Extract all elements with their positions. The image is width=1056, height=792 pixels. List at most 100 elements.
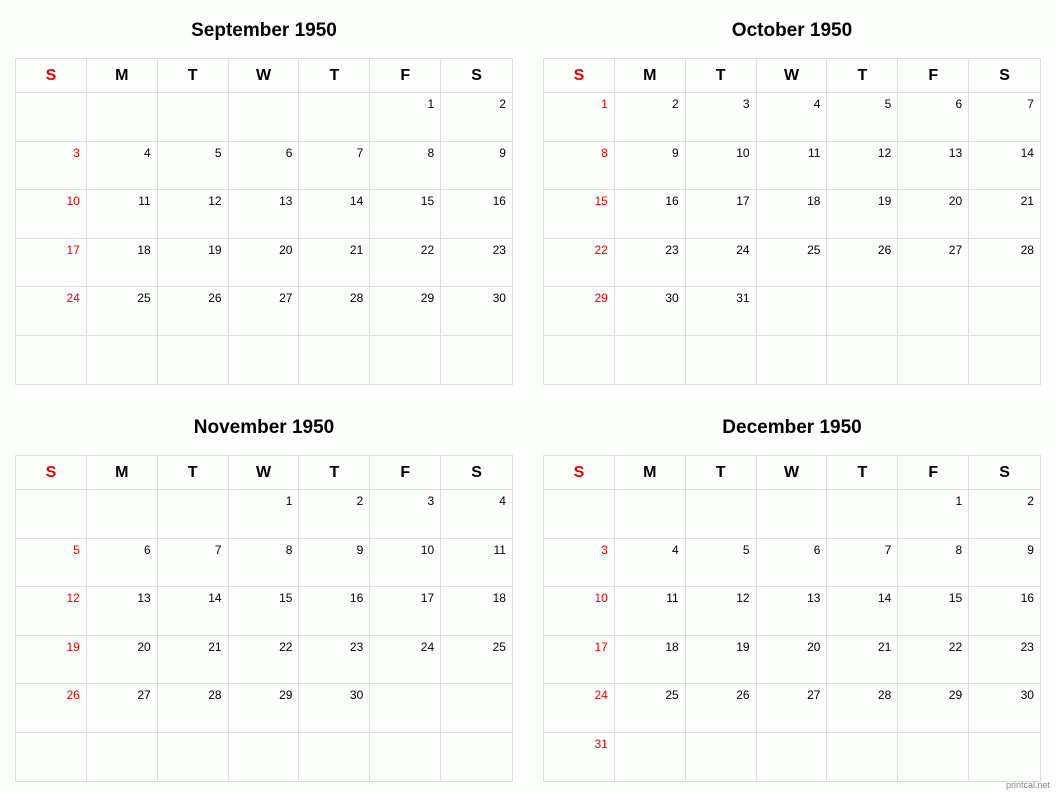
day-cell: 22 xyxy=(370,239,441,288)
month-title: November 1950 xyxy=(15,407,513,455)
header-friday: F xyxy=(370,456,441,490)
day-cell: 13 xyxy=(757,587,828,636)
month-table: S M T W T F S 1 2 3 4 5 6 7 8 xyxy=(15,455,513,782)
day-cell: 7 xyxy=(158,539,229,588)
week-row: 24 25 26 27 28 29 30 xyxy=(544,684,1040,733)
day-cell xyxy=(686,733,757,782)
day-cell xyxy=(370,733,441,782)
day-cell xyxy=(87,93,158,142)
month-table: S M T W T F S 1 2 3 4 5 6 7 8 9 10 1 xyxy=(543,58,1041,385)
month-september: September 1950 S M T W T F S 1 2 3 xyxy=(15,10,513,385)
week-row: 1 2 xyxy=(544,490,1040,539)
header-tuesday: T xyxy=(686,59,757,93)
day-cell xyxy=(87,490,158,539)
header-wednesday: W xyxy=(757,59,828,93)
day-cell: 28 xyxy=(158,684,229,733)
header-monday: M xyxy=(87,456,158,490)
day-cell: 15 xyxy=(370,190,441,239)
day-cell xyxy=(158,490,229,539)
day-cell xyxy=(16,733,87,782)
week-row: 19 20 21 22 23 24 25 xyxy=(16,636,512,685)
header-saturday: S xyxy=(969,59,1040,93)
day-cell: 20 xyxy=(229,239,300,288)
day-cell: 1 xyxy=(370,93,441,142)
day-cell: 8 xyxy=(229,539,300,588)
header-thursday: T xyxy=(299,59,370,93)
day-cell: 19 xyxy=(827,190,898,239)
day-cell: 26 xyxy=(16,684,87,733)
header-sunday: S xyxy=(544,456,615,490)
day-cell xyxy=(757,490,828,539)
day-cell xyxy=(686,336,757,385)
month-october: October 1950 S M T W T F S 1 2 3 4 5 6 7 xyxy=(543,10,1041,385)
day-cell: 20 xyxy=(898,190,969,239)
day-cell xyxy=(441,336,512,385)
day-cell: 23 xyxy=(969,636,1040,685)
day-cell: 21 xyxy=(827,636,898,685)
day-cell: 8 xyxy=(898,539,969,588)
day-cell: 25 xyxy=(441,636,512,685)
month-december: December 1950 S M T W T F S 1 2 3 xyxy=(543,407,1041,782)
day-cell: 1 xyxy=(229,490,300,539)
day-cell: 3 xyxy=(16,142,87,191)
day-cell: 10 xyxy=(16,190,87,239)
day-cell: 9 xyxy=(969,539,1040,588)
header-wednesday: W xyxy=(229,59,300,93)
day-cell: 18 xyxy=(757,190,828,239)
day-cell: 12 xyxy=(158,190,229,239)
day-cell: 18 xyxy=(87,239,158,288)
day-cell xyxy=(898,336,969,385)
day-cell xyxy=(229,336,300,385)
day-cell xyxy=(544,336,615,385)
day-cell xyxy=(16,336,87,385)
day-cell xyxy=(441,684,512,733)
day-cell: 17 xyxy=(686,190,757,239)
day-cell xyxy=(16,93,87,142)
day-cell: 3 xyxy=(686,93,757,142)
day-cell: 25 xyxy=(615,684,686,733)
day-cell: 3 xyxy=(544,539,615,588)
day-cell: 29 xyxy=(229,684,300,733)
day-cell: 14 xyxy=(299,190,370,239)
day-cell: 20 xyxy=(87,636,158,685)
day-cell: 26 xyxy=(686,684,757,733)
day-cell: 2 xyxy=(615,93,686,142)
day-cell: 17 xyxy=(544,636,615,685)
day-cell xyxy=(757,733,828,782)
day-cell: 5 xyxy=(16,539,87,588)
day-cell: 24 xyxy=(544,684,615,733)
day-cell: 15 xyxy=(229,587,300,636)
header-wednesday: W xyxy=(757,456,828,490)
header-tuesday: T xyxy=(686,456,757,490)
day-cell: 7 xyxy=(969,93,1040,142)
day-cell: 21 xyxy=(158,636,229,685)
month-table: S M T W T F S 1 2 3 4 5 6 xyxy=(15,58,513,385)
month-title: October 1950 xyxy=(543,10,1041,58)
header-row: S M T W T F S xyxy=(544,59,1040,93)
week-row: 17 18 19 20 21 22 23 xyxy=(544,636,1040,685)
day-cell xyxy=(827,336,898,385)
week-row: 1 2 3 4 5 6 7 xyxy=(544,93,1040,142)
day-cell: 29 xyxy=(544,287,615,336)
day-cell: 30 xyxy=(969,684,1040,733)
header-tuesday: T xyxy=(158,59,229,93)
month-title: September 1950 xyxy=(15,10,513,58)
day-cell: 31 xyxy=(686,287,757,336)
header-row: S M T W T F S xyxy=(16,59,512,93)
day-cell: 14 xyxy=(969,142,1040,191)
day-cell: 18 xyxy=(441,587,512,636)
week-row: 12 13 14 15 16 17 18 xyxy=(16,587,512,636)
day-cell: 25 xyxy=(757,239,828,288)
day-cell: 18 xyxy=(615,636,686,685)
day-cell xyxy=(370,336,441,385)
day-cell: 29 xyxy=(898,684,969,733)
day-cell: 12 xyxy=(827,142,898,191)
day-cell: 21 xyxy=(969,190,1040,239)
header-row: S M T W T F S xyxy=(544,456,1040,490)
day-cell: 6 xyxy=(229,142,300,191)
day-cell xyxy=(898,287,969,336)
day-cell: 31 xyxy=(544,733,615,782)
header-friday: F xyxy=(898,59,969,93)
day-cell: 15 xyxy=(898,587,969,636)
header-saturday: S xyxy=(441,59,512,93)
